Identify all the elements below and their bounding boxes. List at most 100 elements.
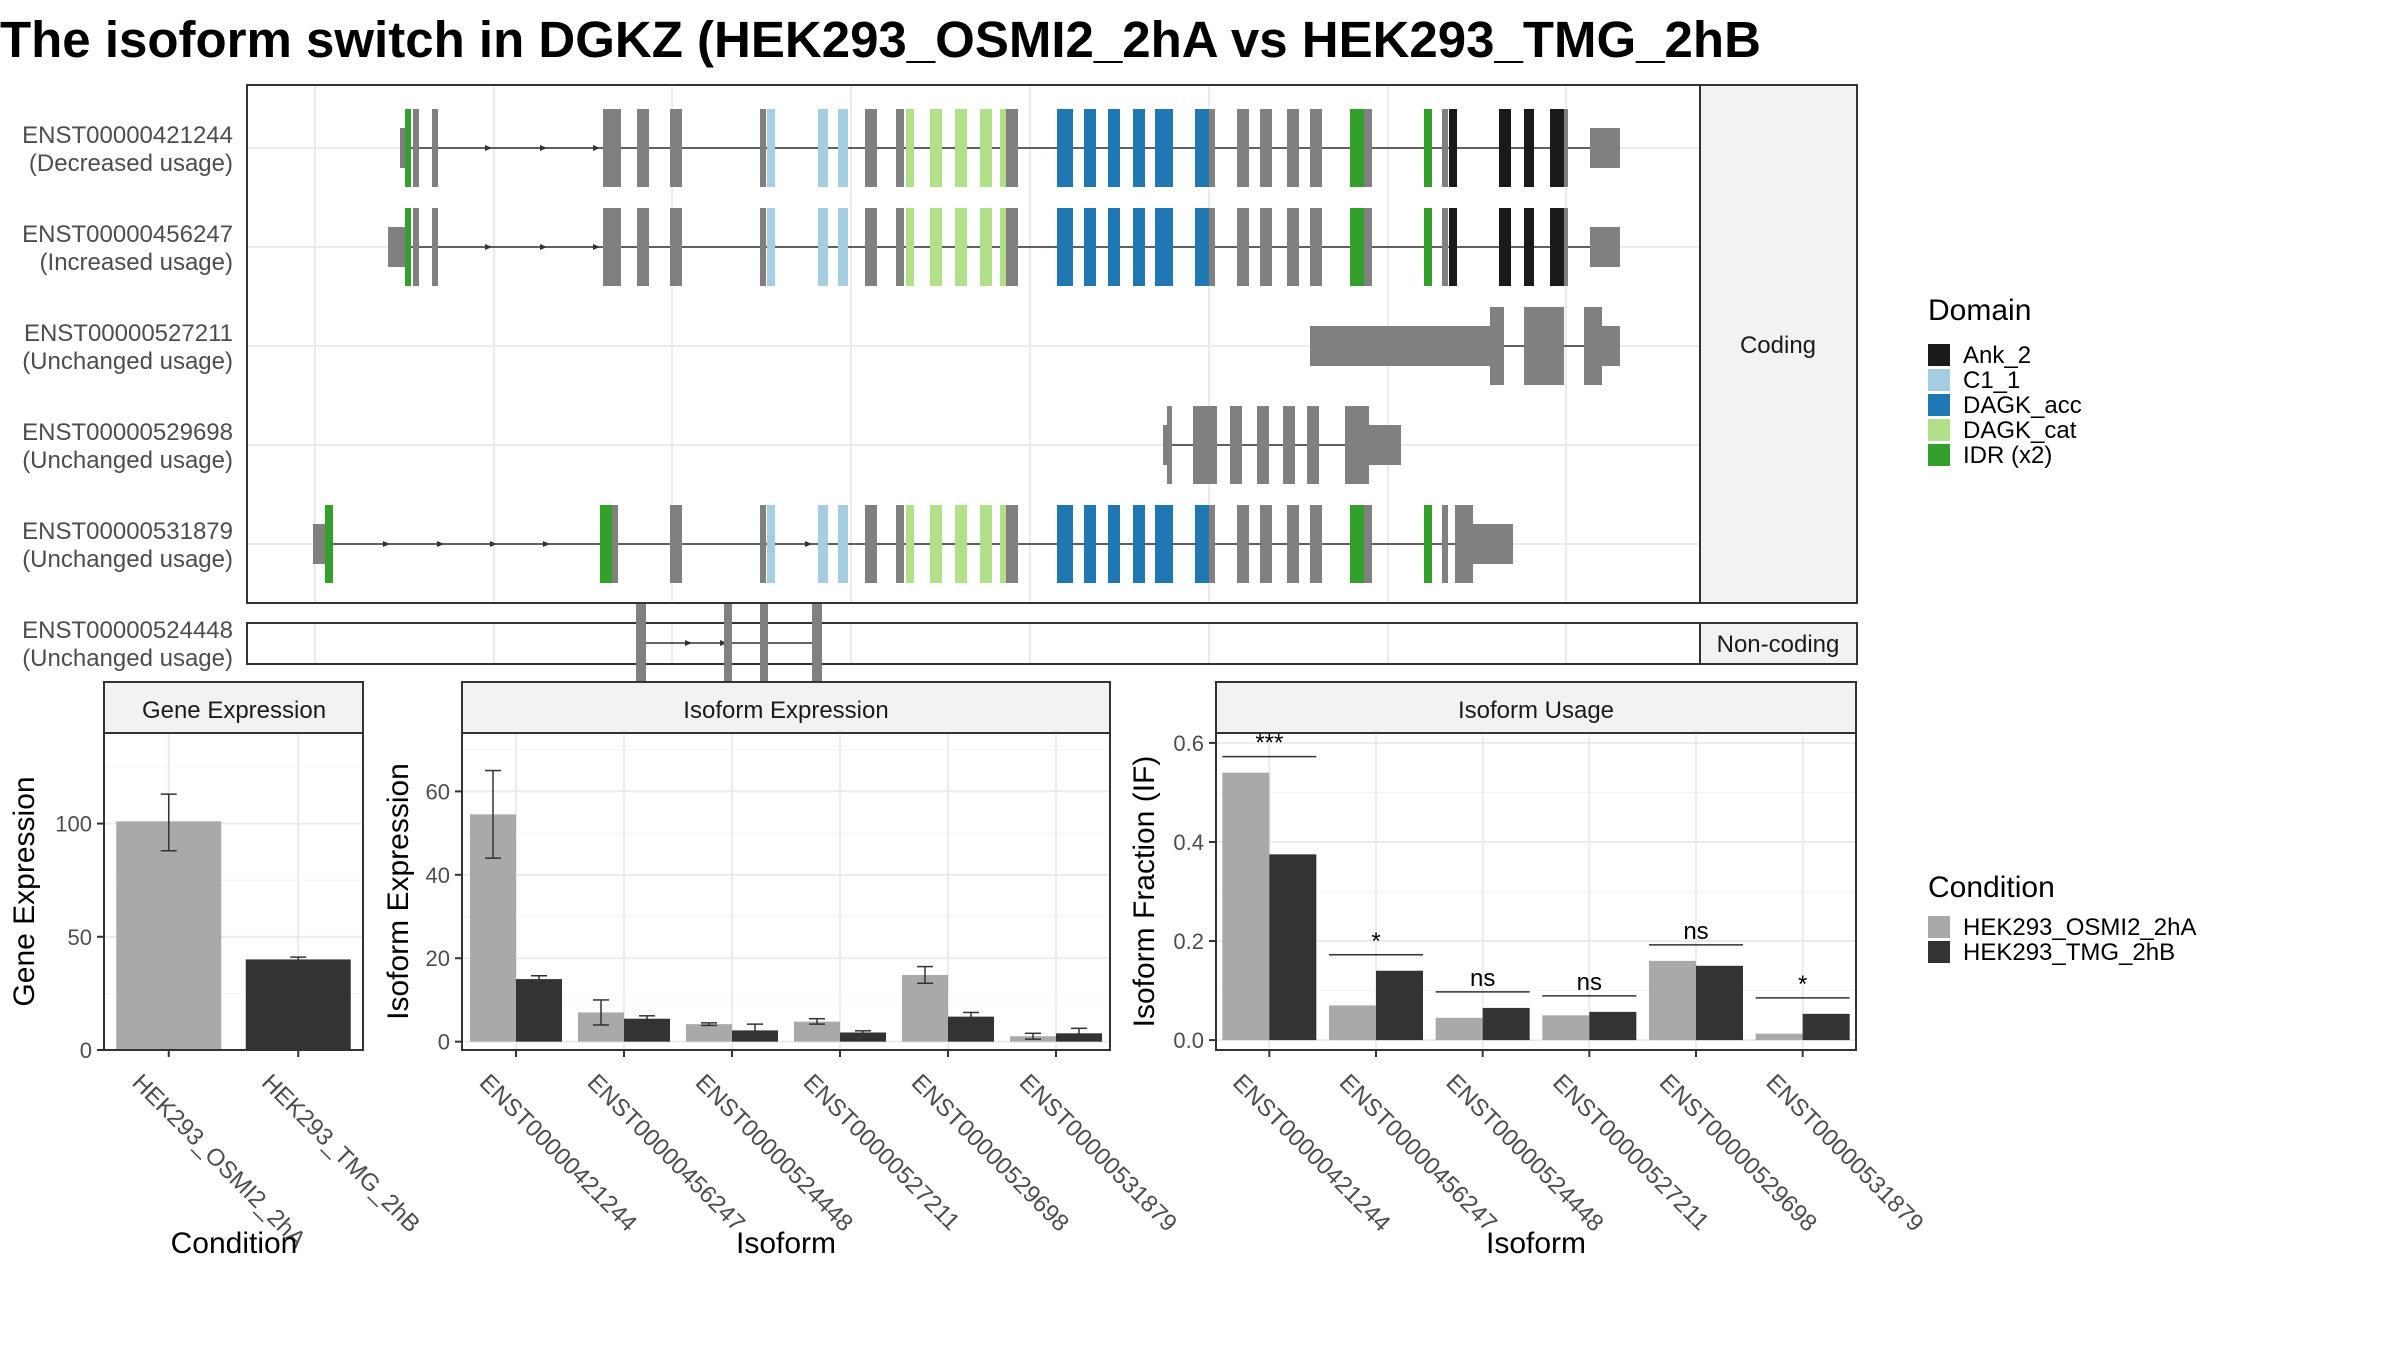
domain-block	[1133, 208, 1145, 286]
bar	[686, 1024, 732, 1042]
exon-block	[865, 505, 877, 583]
domain-block	[1424, 109, 1432, 187]
exon-block	[637, 208, 649, 286]
direction-arrow	[540, 145, 547, 151]
domain-legend-title: Domain	[1928, 294, 2031, 327]
exon-block	[1006, 208, 1018, 286]
domain-block	[1084, 505, 1096, 583]
domain-block	[930, 505, 942, 583]
condition-legend-label: HEK293_OSMI2_2hA	[1963, 914, 2196, 941]
domain-block	[906, 505, 914, 583]
condition-legend-swatch	[1928, 916, 1950, 938]
direction-arrow	[383, 541, 390, 547]
direction-arrow	[485, 244, 492, 250]
domain-block	[1000, 208, 1006, 286]
bar	[794, 1021, 840, 1042]
transcript-panel: Coding Non-coding ENST00000421244(Decrea…	[22, 84, 1858, 682]
direction-arrow	[485, 145, 492, 151]
bar	[516, 979, 562, 1042]
domain-block	[1350, 208, 1364, 286]
transcript-id-label: ENST00000456247	[22, 221, 233, 248]
x-axis-label: Isoform	[1486, 1227, 1586, 1260]
transcript-usage-label: (Decreased usage)	[29, 150, 233, 177]
domain-legend-label: DAGK_acc	[1963, 392, 2082, 419]
exon-block	[896, 109, 904, 187]
direction-arrow	[490, 541, 497, 547]
bar	[624, 1018, 670, 1042]
coding-strip-label: Coding	[1740, 332, 1816, 359]
domain-legend-swatch	[1928, 394, 1950, 416]
exon-block	[1345, 406, 1369, 484]
domain-block	[325, 505, 333, 583]
exon-block	[636, 604, 646, 682]
panel-title: Isoform Expression	[683, 697, 888, 724]
domain-legend-label: IDR (x2)	[1963, 442, 2052, 469]
exon-block	[1006, 109, 1018, 187]
bar	[1435, 1017, 1483, 1041]
direction-arrow	[685, 640, 692, 646]
exon-block	[1287, 505, 1299, 583]
transcript-track	[1310, 307, 1620, 385]
noncoding-panel-border	[246, 622, 1701, 665]
exon-block	[612, 505, 618, 583]
bar	[245, 959, 351, 1050]
direction-arrow	[540, 244, 547, 250]
bar	[1222, 772, 1270, 1041]
coding-strip	[1699, 84, 1858, 604]
domain-block	[767, 109, 775, 187]
domain-block	[906, 208, 914, 286]
domain-block	[1195, 208, 1209, 286]
exon-block	[670, 505, 682, 583]
exon-block	[1364, 505, 1372, 583]
transcript-usage-label: (Unchanged usage)	[22, 645, 233, 672]
domain-block	[1133, 505, 1145, 583]
domain-block	[1000, 109, 1006, 187]
condition-legend-label: HEK293_TMG_2hB	[1963, 939, 2175, 966]
transcript-usage-label: (Unchanged usage)	[22, 447, 233, 474]
exon-block	[1442, 505, 1448, 583]
domain-block	[980, 109, 992, 187]
exon-block	[1364, 109, 1372, 187]
domain-legend-swatch	[1928, 419, 1950, 441]
significance-label: *	[1371, 928, 1380, 955]
direction-arrow	[805, 541, 812, 547]
exon-block	[865, 208, 877, 286]
exon-block	[760, 505, 766, 583]
exon-block	[1310, 326, 1490, 366]
exon-block	[760, 109, 766, 187]
domain-block	[1550, 109, 1564, 187]
domain-legend-swatch	[1928, 369, 1950, 391]
noncoding-strip-label: Non-coding	[1717, 631, 1840, 658]
direction-arrow	[720, 640, 727, 646]
bar	[1376, 970, 1423, 1041]
exon-block	[1564, 109, 1568, 187]
domain-block	[1108, 505, 1120, 583]
exon-block	[1602, 326, 1620, 366]
bar	[1482, 1007, 1530, 1041]
exon-block	[1307, 406, 1319, 484]
transcript-track	[400, 109, 1620, 187]
bar	[1696, 965, 1743, 1041]
exon-block	[1364, 208, 1372, 286]
exon-block	[1209, 208, 1215, 286]
condition-legend-title: Condition	[1928, 871, 2055, 904]
y-tick-label: 0	[80, 1038, 92, 1063]
bar	[1802, 1013, 1850, 1041]
domain-block	[1449, 208, 1457, 286]
exon-block	[1237, 208, 1249, 286]
bar	[1649, 960, 1696, 1041]
significance-label: ns	[1470, 965, 1495, 992]
domain-legend-swatch	[1928, 344, 1950, 366]
exon-block	[760, 604, 768, 682]
exon-block	[1287, 208, 1299, 286]
exon-block	[1590, 128, 1620, 168]
domain-block	[405, 208, 411, 286]
exon-block	[1442, 208, 1448, 286]
y-tick-label: 50	[68, 925, 92, 950]
exon-block	[637, 109, 649, 187]
transcript-usage-label: (Increased usage)	[40, 249, 233, 276]
transcript-track	[636, 604, 822, 682]
domain-block	[818, 109, 828, 187]
significance-label: *	[1798, 971, 1807, 998]
y-axis-label: Isoform Fraction (IF)	[1128, 756, 1161, 1028]
